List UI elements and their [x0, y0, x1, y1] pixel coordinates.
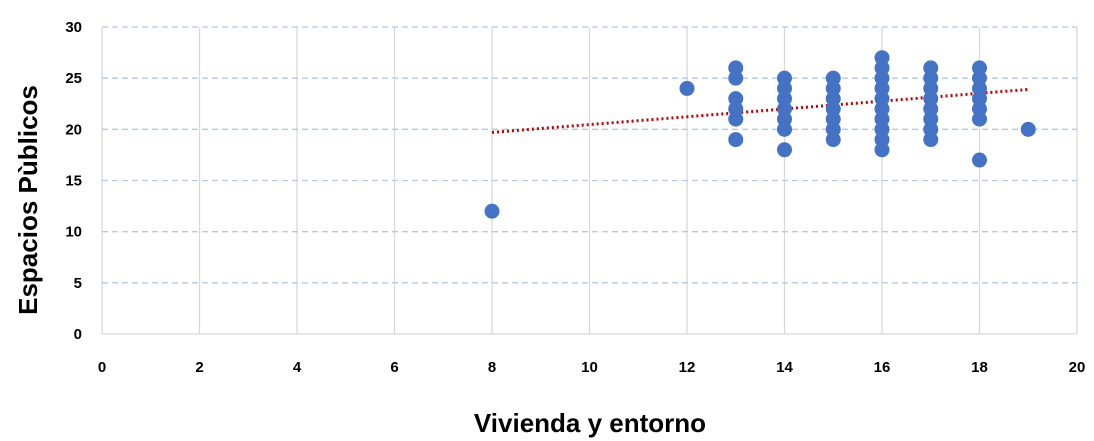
x-tick-label: 8 — [488, 359, 496, 376]
x-tick-label: 4 — [293, 359, 302, 376]
x-tick-label: 6 — [390, 359, 398, 376]
x-tick-label: 0 — [98, 359, 106, 376]
x-tick-label: 16 — [874, 359, 891, 376]
data-point — [777, 70, 792, 86]
data-point — [728, 60, 744, 76]
x-axis-tick-labels: 0 2 4 6 8 10 12 14 16 18 20 — [98, 359, 1086, 376]
y-tick-label: 5 — [74, 275, 82, 292]
x-axis-title: Vivienda y entorno — [474, 408, 706, 438]
data-point — [484, 203, 500, 219]
y-tick-label: 20 — [65, 121, 82, 138]
y-tick-label: 15 — [65, 173, 82, 190]
data-point — [874, 50, 890, 66]
data-point — [972, 152, 987, 168]
data-point — [728, 91, 744, 107]
data-point — [728, 132, 744, 148]
data-point — [679, 80, 695, 96]
x-tick-label: 18 — [971, 359, 988, 376]
x-tick-label: 14 — [776, 359, 793, 376]
data-point — [825, 70, 841, 86]
data-point — [923, 60, 939, 76]
y-tick-label: 0 — [74, 326, 82, 343]
trendline — [491, 87, 1029, 134]
x-tick-label: 10 — [581, 359, 598, 376]
y-tick-label: 25 — [65, 70, 82, 87]
data-points — [484, 50, 1036, 219]
data-point — [777, 142, 792, 158]
data-point — [1020, 121, 1036, 137]
gridlines — [101, 26, 1078, 335]
data-point — [972, 60, 987, 76]
y-axis-title: Espacios Pùblicos — [13, 85, 43, 315]
x-tick-label: 20 — [1069, 359, 1086, 376]
y-tick-label: 30 — [65, 19, 82, 36]
y-axis-tick-labels: 0 5 10 15 20 25 30 — [65, 19, 82, 343]
y-tick-label: 10 — [65, 224, 82, 241]
x-tick-label: 2 — [195, 359, 203, 376]
x-tick-label: 12 — [679, 359, 696, 376]
